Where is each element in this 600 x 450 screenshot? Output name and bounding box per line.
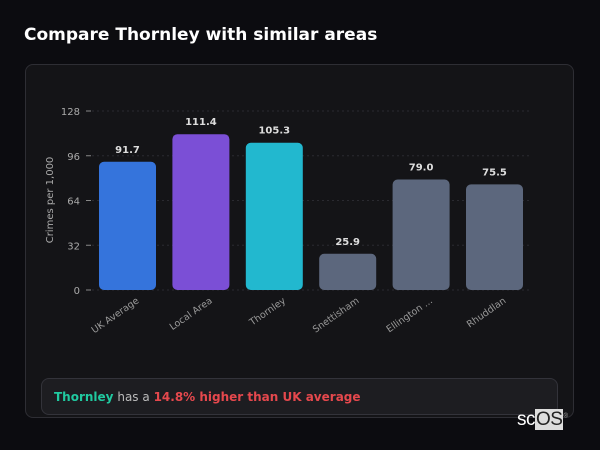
data-label: 91.7 bbox=[115, 145, 140, 156]
data-label: 75.5 bbox=[482, 167, 507, 178]
data-label: 79.0 bbox=[409, 163, 434, 174]
page-title: Compare Thornley with similar areas bbox=[24, 25, 378, 45]
data-label: 105.3 bbox=[258, 126, 290, 137]
y-tick-label: 128 bbox=[61, 107, 80, 118]
bar bbox=[466, 184, 523, 290]
comparison-summary: Thornley has a 14.8% higher than UK aver… bbox=[41, 378, 558, 415]
y-axis-label: Crimes per 1,000 bbox=[45, 157, 56, 244]
data-label: 111.4 bbox=[185, 117, 217, 128]
y-tick-label: 64 bbox=[67, 197, 80, 208]
bar bbox=[392, 179, 450, 290]
x-tick-label: Ellington ... bbox=[385, 295, 435, 335]
comparison-text: 14.8% higher than UK average bbox=[153, 390, 361, 404]
x-tick-label: Thornley bbox=[247, 295, 288, 329]
x-tick-label: Snettisham bbox=[311, 295, 362, 335]
y-tick-label: 0 bbox=[74, 286, 80, 297]
bar bbox=[319, 253, 377, 290]
connector-text: has a bbox=[117, 390, 150, 404]
logo: scOS® bbox=[517, 409, 568, 430]
x-tick-label: Local Area bbox=[168, 295, 215, 332]
y-tick-label: 32 bbox=[67, 241, 80, 252]
bar bbox=[99, 161, 156, 290]
data-label: 25.9 bbox=[335, 237, 360, 248]
bar bbox=[245, 142, 303, 290]
x-tick-label: UK Average bbox=[90, 295, 142, 336]
y-tick-label: 96 bbox=[67, 152, 80, 163]
area-name: Thornley bbox=[54, 390, 114, 404]
x-tick-label: Rhuddlan bbox=[465, 295, 508, 330]
bar bbox=[172, 134, 230, 290]
